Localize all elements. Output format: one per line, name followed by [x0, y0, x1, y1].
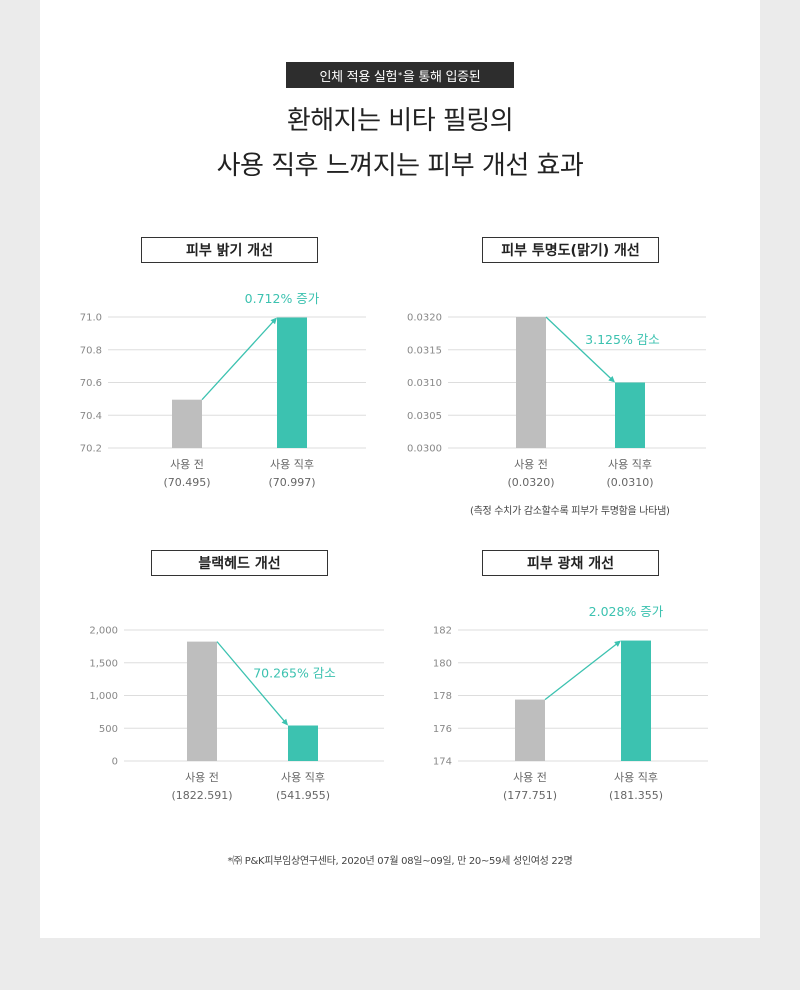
badge-asterisk: * [398, 70, 402, 80]
y-tick-label: 182 [433, 626, 452, 637]
bar-after [621, 640, 651, 761]
y-tick-label: 0.0300 [407, 444, 442, 455]
trend-arrow-head [281, 718, 288, 726]
chart-title-brightness: 피부 밝기 개선 [141, 237, 318, 263]
category-label: 사용 전 [514, 458, 548, 471]
y-tick-label: 0.0305 [407, 411, 442, 422]
y-tick-label: 70.6 [80, 378, 102, 389]
bar-after [277, 317, 307, 448]
y-tick-label: 180 [433, 658, 452, 669]
y-tick-label: 1,500 [89, 658, 118, 669]
change-annotation: 0.712% 증가 [245, 291, 320, 306]
badge-text: 인체 적용 실험 [319, 69, 398, 85]
y-tick-label: 176 [433, 724, 452, 735]
bar-before [172, 399, 202, 448]
value-label: (70.495) [163, 476, 210, 489]
value-label: (541.955) [276, 789, 330, 802]
chart-radiance: 174 176 178 180 182 사용 전 (177.751) 사용 직후 (181.35… [433, 604, 708, 802]
trend-arrow-line [216, 641, 288, 725]
chart-title-radiance: 피부 광채 개선 [482, 550, 659, 576]
category-label: 사용 직후 [270, 458, 314, 471]
content-card [40, 0, 760, 938]
headline-line-1: 환해지는 비타 필링의 [286, 106, 514, 136]
change-annotation: 2.028% 증가 [589, 604, 664, 619]
y-tick-label: 70.2 [80, 444, 102, 455]
bar-before [516, 317, 546, 448]
chart-title-blackhead: 블랙헤드 개선 [151, 550, 328, 576]
chart-transparency: 0.0300 0.0305 0.0310 0.0315 0.0320 사용 전 (0.032… [407, 313, 706, 489]
category-label: 사용 직후 [614, 771, 658, 784]
trend-arrow-line [201, 318, 277, 401]
category-label: 사용 전 [170, 458, 204, 471]
value-label: (1822.591) [171, 789, 232, 802]
transparency-note: (측정 수치가 감소할수록 피부가 투명함을 나타냄) [470, 506, 670, 517]
badge-suffix: 을 통해 입증된 [402, 69, 481, 85]
trend-arrow-head [614, 640, 621, 647]
change-annotation: 70.265% 감소 [253, 666, 336, 681]
header-badge: 인체 적용 실험 * 을 통해 입증된 [286, 62, 514, 88]
headline-line-2: 사용 직후 느껴지는 피부 개선 효과 [216, 151, 584, 181]
y-tick-label: 0.0320 [407, 313, 442, 324]
chart-title-transparency: 피부 투명도(맑기) 개선 [482, 237, 659, 263]
bar-before [187, 641, 217, 761]
trend-arrow-head [608, 375, 615, 383]
trend-arrow-line [545, 316, 614, 382]
y-tick-label: 70.8 [80, 345, 102, 356]
trend-arrow-line [544, 641, 620, 701]
y-tick-label: 71.0 [80, 313, 102, 324]
category-label: 사용 직후 [281, 771, 325, 784]
category-label: 사용 전 [185, 771, 219, 784]
chart-brightness: 70.2 70.4 70.6 70.8 71.0 사용 전 (70.495) 사용 직후 (70… [80, 291, 366, 489]
y-tick-label: 0.0315 [407, 345, 442, 356]
value-label: (181.355) [609, 789, 663, 802]
y-tick-label: 2,000 [89, 626, 118, 637]
value-label: (70.997) [268, 476, 315, 489]
footnote: *㈜ P&K피부임상연구센타, 2020년 07월 08일~09일, 만 20~… [227, 856, 573, 867]
value-label: (0.0310) [606, 476, 653, 489]
y-tick-label: 174 [433, 757, 452, 768]
value-label: (0.0320) [507, 476, 554, 489]
category-label: 사용 직후 [608, 458, 652, 471]
bar-after [615, 382, 645, 448]
y-tick-label: 0.0310 [407, 378, 442, 389]
bar-before [515, 699, 545, 761]
category-label: 사용 전 [513, 771, 547, 784]
trend-arrow-head [270, 317, 277, 325]
y-tick-label: 70.4 [80, 411, 102, 422]
y-tick-label: 500 [99, 724, 118, 735]
value-label: (177.751) [503, 789, 557, 802]
y-tick-label: 1,000 [89, 691, 118, 702]
y-tick-label: 178 [433, 691, 452, 702]
bar-after [288, 725, 318, 761]
chart-blackhead: 0 500 1,000 1,500 2,000 사용 전 (1822.591) 사용 직후 (5… [89, 626, 384, 802]
change-annotation: 3.125% 감소 [585, 332, 660, 347]
y-tick-label: 0 [112, 757, 118, 768]
